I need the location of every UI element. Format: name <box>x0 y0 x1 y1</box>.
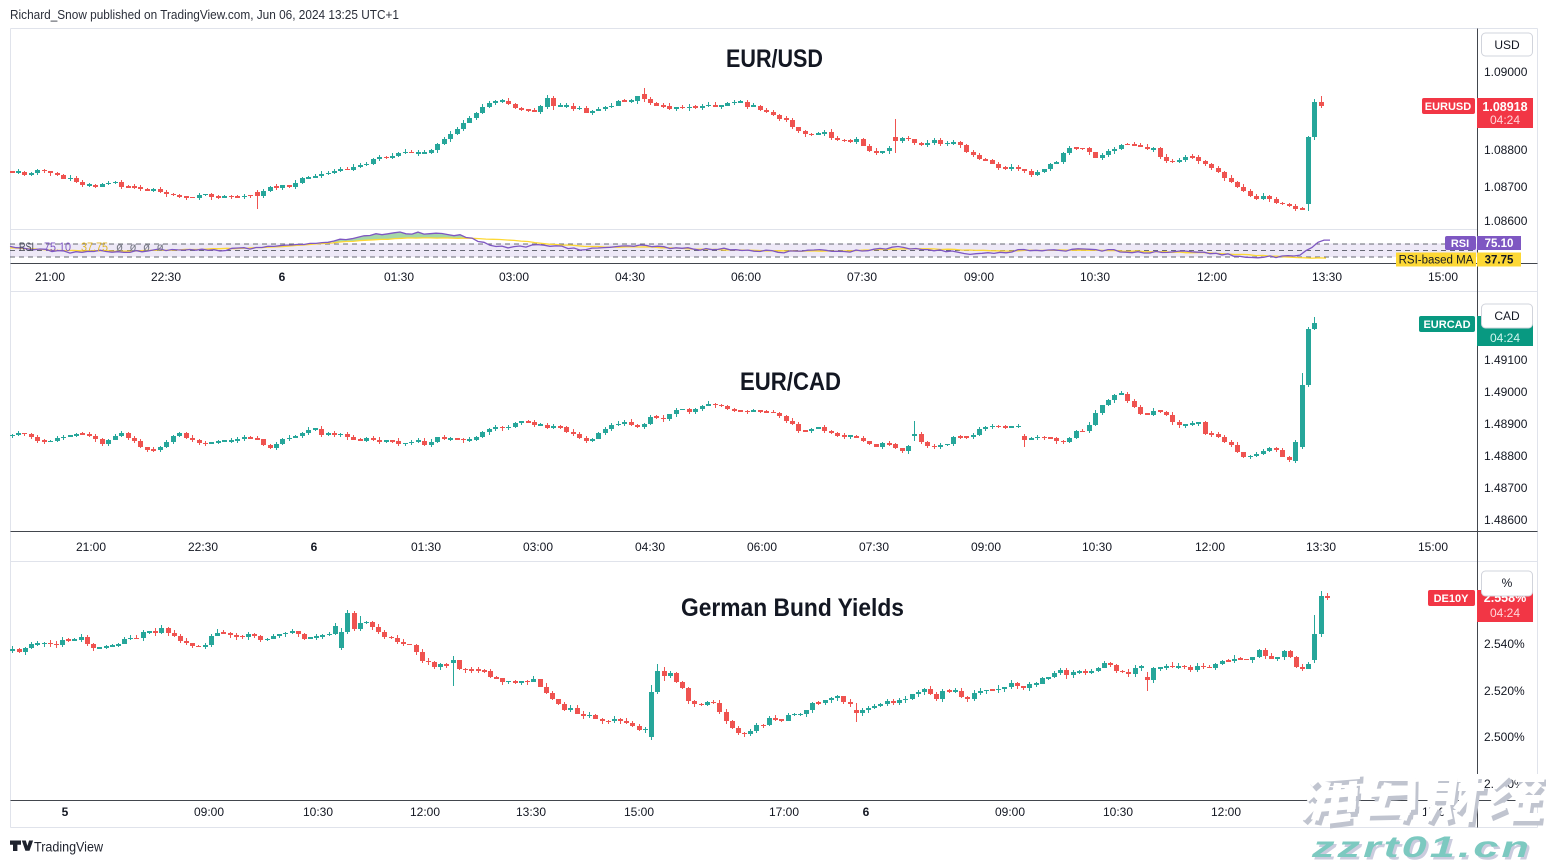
svg-text:DE10Y: DE10Y <box>1434 593 1470 605</box>
svg-text:04:30: 04:30 <box>615 270 645 284</box>
svg-text:1.09000: 1.09000 <box>1484 65 1528 79</box>
svg-text:1.49100: 1.49100 <box>1484 353 1528 367</box>
svg-text:EUR/CAD: EUR/CAD <box>740 368 841 396</box>
svg-text:10:30: 10:30 <box>1080 270 1110 284</box>
svg-text:RSI-based MA: RSI-based MA <box>1399 255 1474 267</box>
svg-text:2.540%: 2.540% <box>1484 637 1525 651</box>
svg-text:TradingView: TradingView <box>34 840 103 855</box>
svg-text:German Bund Yields: German Bund Yields <box>681 594 904 622</box>
svg-text:1.08600: 1.08600 <box>1484 214 1528 228</box>
svg-text:1.08918: 1.08918 <box>1482 100 1527 114</box>
svg-text:07:30: 07:30 <box>859 540 889 554</box>
svg-text:04:24: 04:24 <box>1490 606 1520 620</box>
svg-text:1.48800: 1.48800 <box>1484 449 1528 463</box>
svg-text:%: % <box>1502 576 1513 590</box>
svg-text:6: 6 <box>279 270 286 284</box>
svg-text:75.10: 75.10 <box>1485 238 1514 250</box>
svg-text:03:00: 03:00 <box>523 540 553 554</box>
svg-text:04:24: 04:24 <box>1490 331 1520 345</box>
svg-text:2.520%: 2.520% <box>1484 684 1525 698</box>
svg-text:RSI: RSI <box>19 242 34 254</box>
svg-text:21:00: 21:00 <box>76 540 106 554</box>
svg-text:10:30: 10:30 <box>1082 540 1112 554</box>
svg-text:09:00: 09:00 <box>971 540 1001 554</box>
svg-text:04:24: 04:24 <box>1490 113 1520 127</box>
svg-text:zzrt01.cn: zzrt01.cn <box>1310 831 1532 863</box>
svg-text:RSI: RSI <box>1451 238 1469 250</box>
svg-text:12:00: 12:00 <box>1197 270 1227 284</box>
svg-text:06:00: 06:00 <box>747 540 777 554</box>
svg-text:37.75: 37.75 <box>81 242 108 254</box>
svg-text:03:00: 03:00 <box>499 270 529 284</box>
svg-text:1.08700: 1.08700 <box>1484 180 1528 194</box>
svg-text:EURCAD: EURCAD <box>1423 319 1470 331</box>
svg-text:1.48600: 1.48600 <box>1484 513 1528 527</box>
svg-text:09:00: 09:00 <box>194 805 224 819</box>
svg-text:37.75: 37.75 <box>1485 255 1514 267</box>
svg-text:12:00: 12:00 <box>1195 540 1225 554</box>
svg-text:EUR/USD: EUR/USD <box>726 45 823 73</box>
svg-text:13:30: 13:30 <box>1306 540 1336 554</box>
svg-text:01:30: 01:30 <box>411 540 441 554</box>
svg-text:12:00: 12:00 <box>1211 805 1241 819</box>
svg-text:CAD: CAD <box>1494 309 1520 323</box>
svg-text:1.49000: 1.49000 <box>1484 385 1528 399</box>
svg-text:22:30: 22:30 <box>188 540 218 554</box>
svg-text:09:00: 09:00 <box>995 805 1025 819</box>
svg-text:13:30: 13:30 <box>516 805 546 819</box>
svg-text:1.48700: 1.48700 <box>1484 481 1528 495</box>
svg-text:Richard_Snow published on Trad: Richard_Snow published on TradingView.co… <box>10 7 399 22</box>
svg-text:6: 6 <box>311 540 318 554</box>
svg-text:12:00: 12:00 <box>410 805 440 819</box>
svg-text:09:00: 09:00 <box>964 270 994 284</box>
svg-text:17:00: 17:00 <box>769 805 799 819</box>
svg-text:06:00: 06:00 <box>731 270 761 284</box>
svg-text:øøøø: øøøø <box>116 242 170 254</box>
svg-text:04:30: 04:30 <box>635 540 665 554</box>
svg-text:5: 5 <box>62 805 69 819</box>
svg-text:6: 6 <box>863 805 870 819</box>
svg-text:15:00: 15:00 <box>1418 540 1448 554</box>
svg-text:2.500%: 2.500% <box>1484 730 1525 744</box>
svg-text:10:30: 10:30 <box>1103 805 1133 819</box>
svg-text:75.10: 75.10 <box>44 242 71 254</box>
svg-text:22:30: 22:30 <box>151 270 181 284</box>
svg-text:10:30: 10:30 <box>303 805 333 819</box>
svg-text:EURUSD: EURUSD <box>1425 101 1472 113</box>
svg-text:13:30: 13:30 <box>1312 270 1342 284</box>
svg-text:01:30: 01:30 <box>384 270 414 284</box>
svg-text:1.08800: 1.08800 <box>1484 143 1528 157</box>
svg-text:21:00: 21:00 <box>35 270 65 284</box>
svg-text:zzrt01.cn: zzrt01.cn <box>1313 834 1535 864</box>
svg-text:15:00: 15:00 <box>1428 270 1458 284</box>
svg-text:07:30: 07:30 <box>847 270 877 284</box>
svg-text:15:00: 15:00 <box>624 805 654 819</box>
svg-text:USD: USD <box>1494 38 1520 52</box>
svg-text:1.48900: 1.48900 <box>1484 417 1528 431</box>
